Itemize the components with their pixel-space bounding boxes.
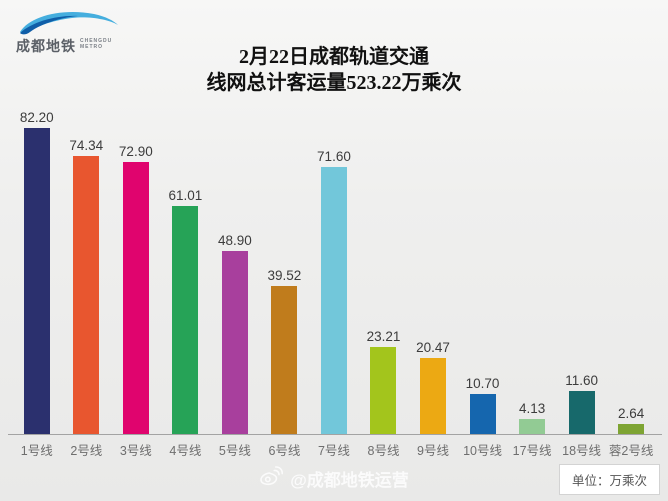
bar	[73, 156, 100, 434]
bar-value-label: 71.60	[317, 149, 351, 164]
logo-en-text: CHENGDU METRO	[80, 38, 113, 50]
x-axis-label: 18号线	[562, 444, 602, 458]
bar-column: 71.60 7号线	[309, 110, 359, 458]
chart-title-line2: 线网总计客运量523.22万乘次	[206, 72, 462, 94]
plot-area: 82.20 1号线 74.34 2号线 72.90 3号线 61.01 4号线 48.90 5号线…	[12, 110, 656, 458]
bar	[23, 128, 50, 434]
x-axis-label: 9号线	[417, 444, 449, 458]
chart-title: 2月22日成都轨道交通 线网总计客运量523.22万乘次	[0, 44, 668, 96]
weibo-watermark: @成都地铁运营	[259, 466, 409, 491]
weibo-icon	[259, 466, 284, 491]
bar-column: 20.47 9号线	[408, 110, 458, 458]
bar-column: 61.01 4号线	[161, 110, 211, 458]
bar	[519, 419, 546, 434]
x-axis-label: 蓉2号线	[608, 444, 654, 458]
bar-column: 39.52 6号线	[260, 110, 310, 458]
bar	[320, 167, 347, 434]
bar	[568, 391, 595, 434]
chart-title-line1: 2月22日成都轨道交通	[239, 46, 429, 68]
bar-column: 23.21 8号线	[359, 110, 409, 458]
bar	[271, 286, 298, 434]
bar-column: 11.60 18号线	[557, 110, 607, 458]
bar-column: 82.20 1号线	[12, 110, 62, 458]
bar-value-label: 74.34	[69, 138, 104, 153]
bar-value-label: 23.21	[366, 329, 401, 344]
bar-value-label: 48.90	[217, 233, 252, 248]
x-axis-label: 3号线	[119, 444, 152, 458]
x-axis-label: 4号线	[169, 444, 202, 458]
bar-value-label: 4.13	[518, 401, 546, 416]
bar-value-label: 61.01	[168, 188, 203, 203]
bar-value-label: 10.70	[465, 376, 500, 391]
bar-value-label: 39.52	[267, 268, 302, 283]
bar-value-label: 2.64	[618, 406, 645, 421]
bar	[122, 162, 149, 434]
bar-column: 4.13 17号线	[507, 110, 557, 458]
bar	[370, 347, 397, 434]
x-axis-label: 6号线	[268, 444, 301, 458]
bar	[172, 206, 199, 434]
x-axis-label: 2号线	[70, 444, 103, 458]
x-axis-label: 10号线	[463, 444, 502, 458]
logo-cn-text: 成都地铁	[16, 38, 76, 54]
watermark-handle: @成都地铁运营	[290, 471, 409, 490]
bar-value-label: 20.47	[416, 340, 450, 355]
chengdu-metro-logo: 成都地铁 CHENGDU METRO	[16, 6, 136, 56]
x-axis-label: 8号线	[367, 444, 400, 458]
bar-column: 2.64 蓉2号线	[606, 110, 656, 458]
bar	[221, 251, 248, 434]
bar-column: 48.90 5号线	[210, 110, 260, 458]
metro-logo-swoosh-icon	[16, 6, 136, 38]
x-axis-line	[8, 434, 662, 435]
bar	[420, 358, 447, 434]
bar-column: 10.70 10号线	[458, 110, 508, 458]
x-axis-label: 17号线	[512, 444, 552, 458]
bar	[618, 424, 645, 434]
bar-value-label: 72.90	[118, 144, 153, 159]
unit-label: 单位：万乘次	[571, 474, 647, 488]
bar-value-label: 82.20	[19, 110, 54, 125]
x-axis-label: 1号线	[20, 444, 53, 458]
x-axis-label: 5号线	[218, 444, 251, 458]
unit-box: 单位：万乘次	[558, 464, 660, 495]
x-axis-label: 7号线	[317, 444, 350, 458]
bar-column: 74.34 2号线	[62, 110, 112, 458]
bar-column: 72.90 3号线	[111, 110, 161, 458]
bar	[469, 394, 496, 434]
bar-value-label: 11.60	[565, 373, 598, 388]
